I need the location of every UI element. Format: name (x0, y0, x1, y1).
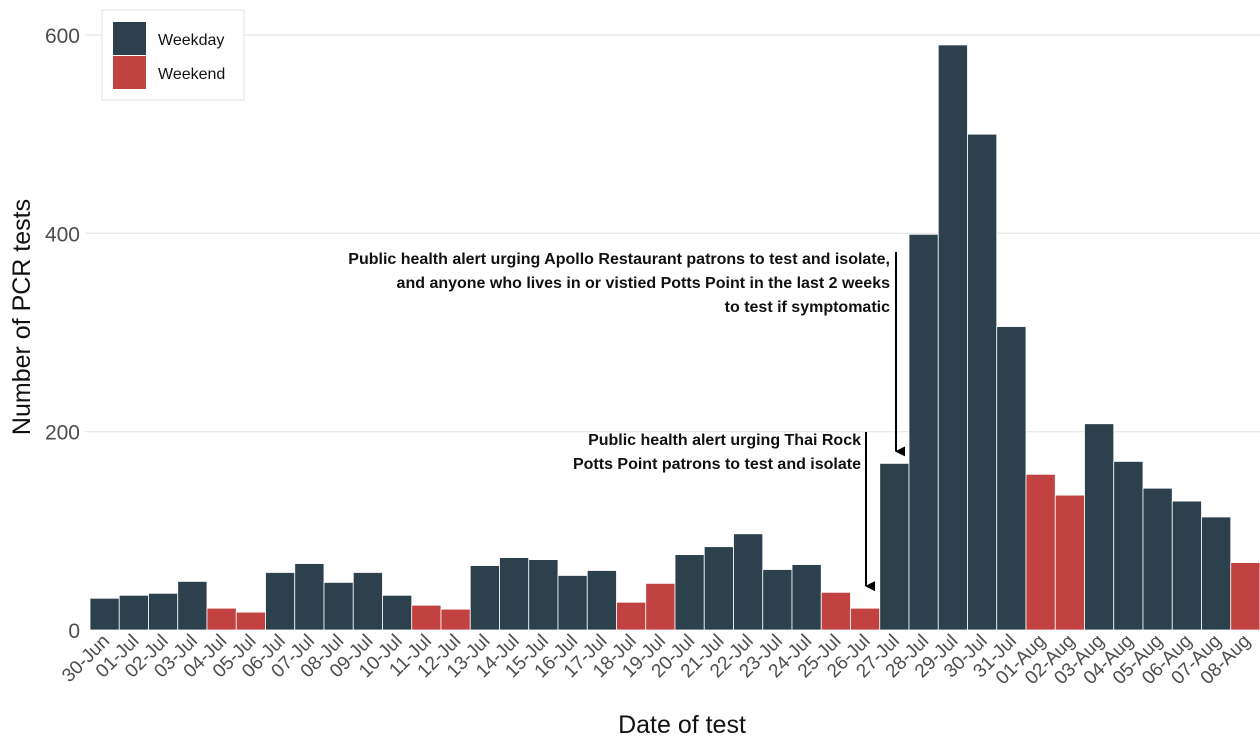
y-axis-title: Number of PCR tests (8, 199, 36, 435)
bar-06-Jul (265, 572, 296, 631)
y-tick-label: 0 (68, 620, 80, 643)
bar-16-Jul (557, 575, 588, 631)
bar-04-Aug (1113, 461, 1144, 631)
bar-05-Jul (235, 611, 266, 631)
bar-08-Aug (1230, 562, 1260, 631)
legend-label-weekday: Weekday (158, 32, 224, 49)
bar-02-Jul (148, 592, 179, 631)
bar-18-Jul (616, 601, 647, 631)
y-tick-label: 600 (45, 25, 80, 48)
bar-04-Jul (206, 607, 237, 631)
bar-09-Jul (352, 572, 383, 631)
legend: Weekday Weekend (101, 9, 245, 101)
bar-12-Jul (440, 608, 471, 631)
legend-label-weekend: Weekend (158, 66, 225, 83)
bar-01-Jul (118, 594, 149, 631)
bars (89, 44, 1260, 631)
y-tick-labels: 0 200 400 600 (45, 25, 80, 643)
annotation-text-line: Public health alert urging Apollo Restau… (348, 251, 890, 268)
bar-07-Jul (294, 563, 325, 631)
annotation-text-line: and anyone who lives in or vistied Potts… (397, 275, 891, 292)
bar-01-Aug (1025, 473, 1056, 631)
bar-15-Jul (528, 559, 559, 631)
bar-19-Jul (645, 582, 676, 631)
bar-05-Aug (1142, 487, 1173, 631)
gridlines (85, 34, 1260, 433)
bar-03-Jul (177, 581, 208, 631)
annotation-text-line: Public health alert urging Thai Rock (588, 432, 861, 449)
y-tick-label: 200 (45, 422, 80, 445)
x-tick-labels: 30-Jun01-Jul02-Jul03-Jul04-Jul05-Jul06-J… (58, 631, 1255, 689)
bar-29-Jul (937, 44, 968, 631)
bar-08-Jul (323, 582, 354, 631)
bar-11-Jul (411, 604, 442, 631)
annotation-text-line: Potts Point patrons to test and isolate (573, 456, 861, 473)
bar-13-Jul (469, 565, 500, 631)
bar-28-Jul (908, 233, 939, 631)
bar-24-Jul (791, 564, 822, 631)
legend-swatch-weekend (113, 56, 146, 89)
bar-10-Jul (382, 594, 413, 631)
annotations: Public health alert urging Thai Rock Pott… (348, 251, 905, 592)
x-axis-title: Date of test (618, 711, 746, 736)
bar-03-Aug (1084, 423, 1115, 631)
bar-22-Jul (733, 533, 764, 631)
bar-23-Jul (762, 569, 793, 631)
bar-27-Jul (879, 462, 910, 631)
bar-17-Jul (586, 570, 617, 631)
bar-21-Jul (703, 546, 734, 631)
annotation-text-line: to test if symptomatic (725, 299, 890, 316)
legend-swatch-weekday (113, 22, 146, 55)
bar-14-Jul (499, 557, 530, 631)
bar-07-Aug (1201, 516, 1232, 631)
bar-30-Jun (89, 597, 120, 631)
bar-26-Jul (850, 607, 881, 631)
y-tick-label: 400 (45, 223, 80, 246)
bar-30-Jul (967, 133, 998, 631)
bar-20-Jul (674, 554, 705, 631)
bar-31-Jul (996, 326, 1027, 631)
bar-02-Aug (1054, 494, 1085, 631)
bar-25-Jul (820, 591, 851, 631)
bar-06-Aug (1171, 500, 1202, 631)
